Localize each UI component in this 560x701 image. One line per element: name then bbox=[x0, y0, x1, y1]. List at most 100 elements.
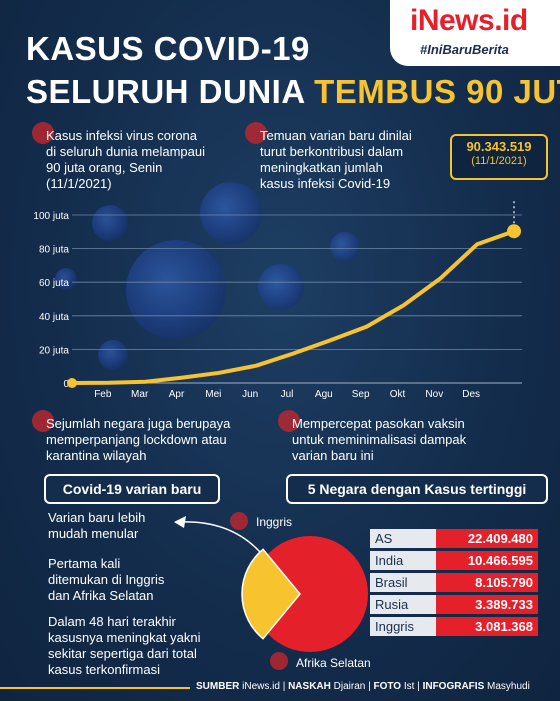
x-tick-label: Mei bbox=[205, 389, 221, 400]
brand-logo: iNews.id bbox=[410, 4, 528, 37]
note-4-line: varian baru ini bbox=[292, 448, 374, 463]
x-tick-label: Sep bbox=[352, 389, 370, 400]
peak-callout: 90.343.519 (11/1/2021) bbox=[450, 134, 548, 180]
variant-point-line: kasusnya meningkat yakni bbox=[48, 630, 201, 645]
title-line2-white: SELURUH DUNIA bbox=[26, 73, 305, 110]
variant-point-line: kasus terkonfirmasi bbox=[48, 662, 160, 677]
y-tick-label: 60 juta bbox=[39, 278, 69, 289]
cases-cell: 10.466.595 bbox=[436, 551, 538, 570]
variant-point-line: ditemukan di Inggris bbox=[48, 572, 165, 587]
credit-key: FOTO bbox=[373, 681, 402, 692]
note-2-line: Temuan varian baru dinilai bbox=[260, 128, 412, 143]
note-1-line: di seluruh dunia melampaui bbox=[46, 144, 205, 159]
country-cell: Brasil bbox=[370, 573, 436, 592]
arrow-connector bbox=[174, 516, 261, 553]
label-inggris: Inggris bbox=[256, 515, 293, 529]
note-4-line: Mempercepat pasokan vaksin bbox=[292, 416, 465, 431]
credit-key: SUMBER bbox=[196, 681, 240, 692]
afrika-marker bbox=[270, 652, 288, 670]
credit-value: Djairan bbox=[333, 681, 366, 692]
brand-tagline: #IniBaruBerita bbox=[420, 42, 509, 57]
variant-point-2: Pertama kali ditemukan di Inggris dan Af… bbox=[48, 556, 164, 604]
note-3: Sejumlah negara juga berupaya memperpanj… bbox=[46, 416, 230, 464]
inggris-marker bbox=[230, 512, 248, 530]
country-cell: India bbox=[370, 551, 436, 570]
variant-point-line: dan Afrika Selatan bbox=[48, 588, 154, 603]
note-4: Mempercepat pasokan vaksin untuk meminim… bbox=[292, 416, 466, 464]
variant-point-line: mudah menular bbox=[48, 526, 139, 541]
data-point-end bbox=[507, 224, 521, 239]
variant-point-1: Varian baru lebih mudah menular bbox=[48, 510, 145, 542]
bullet-dot bbox=[245, 122, 267, 144]
note-2: Temuan varian baru dinilai turut berkont… bbox=[260, 128, 412, 192]
x-tick-label: Jul bbox=[281, 389, 294, 400]
x-tick-label: Feb bbox=[94, 389, 112, 400]
callout-date: (11/1/2021) bbox=[471, 155, 527, 167]
x-tick-label: Nov bbox=[425, 389, 443, 400]
note-1-line: 90 juta orang, Senin bbox=[46, 160, 163, 175]
title-line2: SELURUH DUNIA TEMBUS 90 JUTA bbox=[26, 73, 560, 111]
note-2-line: kasus infeksi Covid-19 bbox=[260, 176, 391, 191]
footer-line bbox=[0, 687, 190, 689]
cases-cell: 3.389.733 bbox=[436, 595, 538, 614]
virus-icon bbox=[98, 340, 128, 370]
note-2-line: meningkatkan jumlah bbox=[260, 160, 383, 175]
note-3-line: memperpanjang lockdown atau bbox=[46, 432, 227, 447]
credits: SUMBER iNews.id | NASKAH Djairan | FOTO … bbox=[196, 681, 530, 692]
x-tick-label: Apr bbox=[169, 389, 185, 400]
table-row: AS 22.409.480 bbox=[370, 529, 538, 548]
virus-icon bbox=[126, 240, 226, 340]
x-tick-label: Agu bbox=[315, 389, 333, 400]
country-cell: AS bbox=[370, 529, 436, 548]
pie-slice-recent bbox=[241, 548, 301, 640]
credit-key: NASKAH bbox=[288, 681, 331, 692]
variant-point-line: Varian baru lebih bbox=[48, 510, 146, 525]
table-row: Rusia 3.389.733 bbox=[370, 595, 538, 614]
note-3-line: karantina wilayah bbox=[46, 448, 147, 463]
variant-section-title: Covid-19 varian baru bbox=[44, 474, 220, 504]
x-tick-label: Mar bbox=[131, 389, 149, 400]
table-row: Inggris 3.081.368 bbox=[370, 617, 538, 636]
note-1-line: Kasus infeksi virus corona bbox=[46, 128, 198, 143]
top5-table: AS 22.409.480 India 10.466.595 Brasil 8.105… bbox=[370, 526, 538, 639]
x-tick-label: Des bbox=[462, 389, 480, 400]
variant-point-line: Dalam 48 hari terakhir bbox=[48, 614, 176, 629]
note-1-line: (11/1/2021) bbox=[46, 176, 112, 191]
virus-icon bbox=[330, 232, 360, 262]
virus-icon bbox=[200, 182, 262, 244]
table-row: India 10.466.595 bbox=[370, 551, 538, 570]
virus-icon bbox=[92, 205, 128, 241]
series-line-cases bbox=[70, 229, 516, 385]
note-3-line: Sejumlah negara juga berupaya bbox=[46, 416, 231, 431]
country-cell: Inggris bbox=[370, 617, 436, 636]
top5-section-title: 5 Negara dengan Kasus tertinggi bbox=[286, 474, 548, 504]
credit-value: iNews.id bbox=[242, 681, 280, 692]
x-tick-label: Jun bbox=[242, 389, 258, 400]
note-4-line: untuk meminimalisasi dampak bbox=[292, 432, 467, 447]
y-tick-label: 0 bbox=[63, 379, 69, 390]
y-tick-label: 20 juta bbox=[39, 345, 69, 356]
cases-cell: 3.081.368 bbox=[436, 617, 538, 636]
table-row: Brasil 8.105.790 bbox=[370, 573, 538, 592]
y-tick-label: 40 juta bbox=[39, 312, 69, 323]
cases-cell: 8.105.790 bbox=[436, 573, 538, 592]
variant-point-line: Pertama kali bbox=[48, 556, 121, 571]
bullet-dot bbox=[278, 410, 300, 432]
note-1: Kasus infeksi virus corona di seluruh du… bbox=[46, 128, 205, 192]
bullet-dot bbox=[32, 122, 54, 144]
credit-value: Ist bbox=[403, 681, 415, 692]
note-2-line: turut berkontribusi dalam bbox=[260, 144, 404, 159]
cases-cell: 22.409.480 bbox=[436, 529, 538, 548]
variant-pie bbox=[241, 536, 368, 652]
pie-slice-total bbox=[252, 536, 368, 652]
data-point-start bbox=[67, 378, 77, 388]
country-cell: Rusia bbox=[370, 595, 436, 614]
cases-line-chart: 0 20 juta 40 juta 60 juta 80 juta 100 juta Feb… bbox=[33, 200, 522, 400]
variant-point-3: Dalam 48 hari terakhir kasusnya meningka… bbox=[48, 614, 200, 678]
callout-value: 90.343.519 bbox=[466, 139, 532, 154]
title-line1: KASUS COVID-19 bbox=[26, 30, 310, 67]
variant-point-line: sekitar sepertiga dari total bbox=[48, 646, 197, 661]
x-tick-label: Okt bbox=[390, 389, 406, 400]
label-afrika-selatan: Afrika Selatan bbox=[296, 656, 371, 670]
